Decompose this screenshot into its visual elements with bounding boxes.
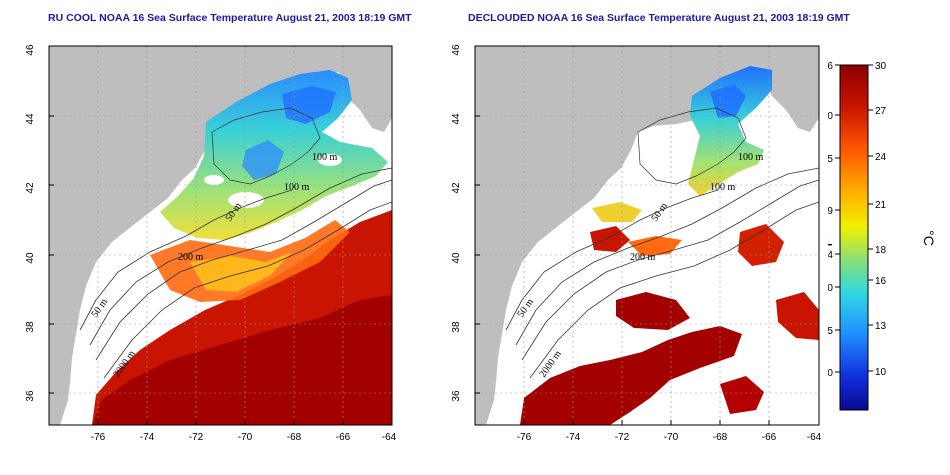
lon-tick-label: -76 [517,432,532,443]
fahrenheit-tick: 75 [828,154,833,165]
lat-tick-label: 36 [25,390,36,402]
isobath-50m-line [79,189,293,331]
fahrenheit-tick: 86 [828,61,833,72]
contour-label: 100 m [312,152,338,163]
map-frame [48,45,393,426]
gulf-stream-region [92,295,392,425]
contour-label: 200 m [630,252,656,263]
fahrenheit-tick: 60 [828,283,833,294]
left-sst-map: 100 m 100 m 50 m 200 m 50 m 2000 m -76 -… [25,44,397,443]
fahrenheit-tick: 50 [828,368,833,379]
contour-label: 100 m [738,152,764,163]
nova-scotia-land [336,46,392,132]
lat-tick-label: 42 [451,182,462,194]
lon-tick-labels: -76 -74 -72 -70 -68 -66 -64 [517,432,822,443]
map-frame [474,45,820,426]
lat-tick-label: 46 [451,44,462,56]
celsius-tick: 10 [875,367,887,378]
lon-tick-label: -66 [762,432,777,443]
fahrenheit-tick: 64 [828,250,833,261]
graticule [49,46,392,425]
fahrenheit-tick: 80 [828,111,833,122]
celsius-tick-labels: 30 27 24 21 18 16 13 10 [875,61,887,378]
lat-tick-label: 46 [25,44,36,56]
lon-tick-label: -68 [713,432,728,443]
warm-sst-patch [520,326,742,425]
fahrenheit-tick: 69 [828,206,833,217]
lat-tick-label: 42 [25,182,36,194]
warm-sst-patch [720,376,764,414]
lat-tick-label: 38 [25,321,36,333]
axis-ticks [49,115,344,425]
graticule [475,46,819,425]
lat-tick-label: 40 [25,252,36,264]
lon-tick-label: -72 [615,432,630,443]
lon-tick-label: -68 [287,432,302,443]
fahrenheit-axis-label: °F [828,238,835,252]
lon-tick-label: -74 [140,432,155,443]
lat-tick-labels: 46 44 42 40 38 36 [25,44,36,402]
orange-sst-patch [628,236,682,256]
colorbar-ticks [835,64,873,373]
celsius-tick: 18 [875,245,887,256]
land-mass [49,46,392,425]
warm-sst-patch [616,292,690,330]
fahrenheit-tick-labels: 86 80 75 69 64 60 55 50 [828,61,833,379]
contour-label: 200 m [178,252,204,263]
lon-tick-label: -70 [664,432,679,443]
isobath-2000m-line [529,201,819,379]
isobath-100m-line [515,167,819,346]
cloud-gap [204,175,224,185]
cloud-gap [228,192,264,208]
gulf-of-maine-contour [637,107,747,185]
celsius-tick: 24 [875,152,887,163]
celsius-tick: 16 [875,276,887,287]
celsius-axis-label: °C [921,230,937,246]
warm-sst-patch [776,292,819,340]
lat-tick-label: 36 [451,390,462,402]
warm-sst-patch [738,224,784,266]
isobath-200m-line [521,179,819,361]
celsius-tick: 21 [875,200,887,211]
lon-tick-label: -70 [238,432,253,443]
celsius-tick: 27 [875,106,887,117]
colorbar-scale [839,64,869,411]
cold-core-region-2 [242,140,284,180]
lon-tick-label: -72 [189,432,204,443]
cold-core-region [282,86,336,124]
lat-tick-label: 40 [451,252,462,264]
left-map-title: RU COOL NOAA 16 Sea Surface Temperature … [48,12,412,24]
lat-tick-label: 44 [451,113,462,125]
fahrenheit-tick: 55 [828,326,833,337]
land-mass [475,46,819,425]
lon-tick-label: -74 [566,432,581,443]
lon-tick-label: -64 [382,432,397,443]
nova-scotia-land [762,46,819,132]
right-map-title: DECLOUDED NOAA 16 Sea Surface Temperatur… [468,12,850,24]
right-sst-map: 100 m 100 m 50 m 200 m 50 m 2000 m -76 -… [451,44,822,443]
axis-ticks [475,115,770,425]
contour-label: 100 m [710,182,736,193]
cool-sst-region [688,66,772,196]
isobath-2000m-line [103,201,392,379]
isobath-200m-line [95,179,392,361]
isobath-50m-line [505,189,719,331]
cloud-gap [318,154,342,166]
yellow-transition-region [190,252,292,292]
lon-tick-label: -64 [807,432,822,443]
celsius-tick: 30 [875,61,887,72]
gulf-of-maine-contour [211,107,321,185]
celsius-tick: 13 [875,321,887,332]
lon-tick-labels: -76 -74 -72 -70 -68 -66 -64 [91,432,397,443]
lat-tick-labels: 46 44 42 40 38 36 [451,44,462,402]
temperature-colorbar: 86 80 75 69 64 60 55 50 30 27 24 21 18 1… [828,61,937,411]
warm-sst-patch [590,226,630,252]
isobath-100m-line [89,167,392,346]
lat-tick-label: 44 [25,113,36,125]
lon-tick-label: -66 [336,432,351,443]
lon-tick-label: -76 [91,432,106,443]
lat-tick-label: 38 [451,321,462,333]
yellow-sst-patch [592,202,642,222]
contour-label: 100 m [284,182,310,193]
